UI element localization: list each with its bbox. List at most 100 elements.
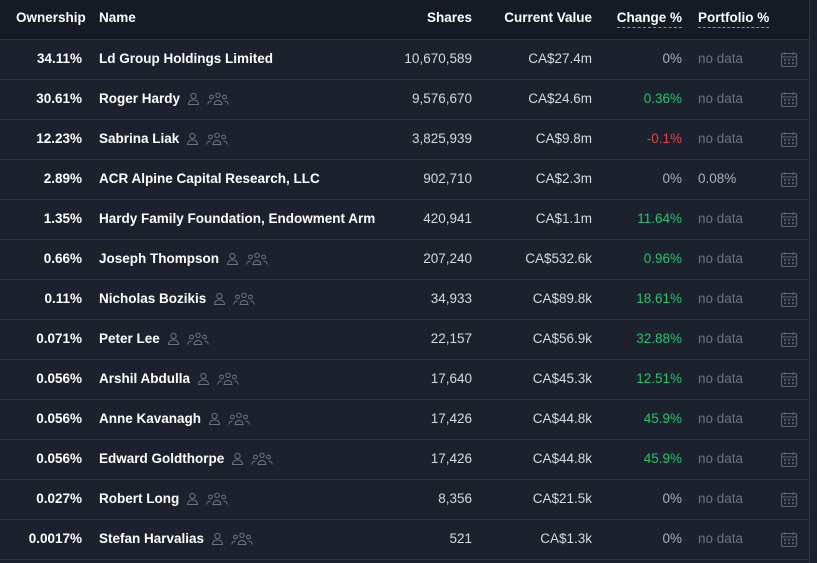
holder-name[interactable]: Arshil Abdulla	[99, 371, 239, 386]
portfolio-pct-value: no data	[698, 211, 744, 226]
calendar-icon[interactable]	[781, 92, 797, 107]
people-group-icon[interactable]	[207, 92, 229, 105]
calendar-icon[interactable]	[781, 292, 797, 307]
people-group-icon[interactable]	[251, 452, 273, 465]
ownership-value: 2.89%	[43, 171, 82, 186]
person-icon[interactable]	[226, 252, 239, 265]
holder-name-text[interactable]: Nicholas Bozikis	[99, 291, 207, 306]
ownership-value: 0.027%	[36, 491, 82, 506]
ownership-value: 30.61%	[36, 91, 82, 106]
people-group-icon[interactable]	[228, 412, 250, 425]
calendar-icon[interactable]	[781, 532, 797, 547]
holder-name[interactable]: Hardy Family Foundation, Endowment Arm	[99, 211, 375, 226]
holder-name-text[interactable]: Edward Goldthorpe	[99, 451, 225, 466]
person-icon[interactable]	[187, 92, 200, 105]
holder-name[interactable]: Anne Kavanagh	[99, 411, 250, 426]
header-portfolio-pct[interactable]: Portfolio %	[698, 10, 770, 28]
holder-name-text[interactable]: Roger Hardy	[99, 91, 181, 106]
holder-name[interactable]: Roger Hardy	[99, 91, 229, 106]
portfolio-pct-value: no data	[698, 131, 744, 146]
table-row[interactable]: 0.027% Robert Long 8,356 CA$21.5k 0% no data	[0, 480, 809, 520]
person-icon[interactable]	[213, 292, 226, 305]
portfolio-pct-value: no data	[698, 291, 744, 306]
holder-name[interactable]: Sabrina Liak	[99, 131, 228, 146]
holder-name-text[interactable]: Stefan Harvalias	[99, 531, 205, 546]
calendar-icon[interactable]	[781, 52, 797, 67]
table-row[interactable]: 30.61% Roger Hardy 9,576,670 CA$24.6m 0.36% n…	[0, 80, 809, 120]
table-row[interactable]: 2.89% ACR Alpine Capital Research, LLC 902…	[0, 160, 809, 200]
people-group-icon[interactable]	[217, 372, 239, 385]
table-row[interactable]: 0.0017% Stefan Harvalias 521 CA$1.3k 0% no da…	[0, 520, 809, 560]
person-icon[interactable]	[211, 532, 224, 545]
calendar-icon[interactable]	[781, 252, 797, 267]
holder-name-text[interactable]: Robert Long	[99, 491, 180, 506]
calendar-icon[interactable]	[781, 132, 797, 147]
people-group-icon[interactable]	[206, 492, 228, 505]
holder-name[interactable]: Robert Long	[99, 491, 228, 506]
calendar-icon[interactable]	[781, 452, 797, 467]
holder-name-text[interactable]: Arshil Abdulla	[99, 371, 191, 386]
person-icon[interactable]	[231, 452, 244, 465]
holder-name[interactable]: ACR Alpine Capital Research, LLC	[99, 171, 320, 186]
header-shares[interactable]: Shares	[426, 10, 472, 25]
shares-value: 17,426	[430, 411, 472, 426]
holder-name[interactable]: Peter Lee	[99, 331, 209, 346]
current-value: CA$27.4m	[528, 51, 592, 66]
calendar-icon[interactable]	[781, 492, 797, 507]
people-group-icon[interactable]	[233, 292, 255, 305]
change-pct-value: 45.9%	[643, 451, 682, 466]
holder-name[interactable]: Nicholas Bozikis	[99, 291, 255, 306]
ownership-value: 1.35%	[43, 211, 82, 226]
current-value: CA$21.5k	[532, 491, 592, 506]
current-value: CA$532.6k	[525, 251, 592, 266]
table-row[interactable]: 0.056% Anne Kavanagh 17,426 CA$44.8k 45.9% no…	[0, 400, 809, 440]
people-group-icon[interactable]	[246, 252, 268, 265]
person-icon[interactable]	[186, 492, 199, 505]
holder-name[interactable]: Ld Group Holdings Limited	[99, 51, 273, 66]
person-icon[interactable]	[197, 372, 210, 385]
table-row[interactable]: 0.66% Joseph Thompson 207,240 CA$532.6k 0.96…	[0, 240, 809, 280]
holder-name-text[interactable]: Joseph Thompson	[99, 251, 220, 266]
person-icon[interactable]	[167, 332, 180, 345]
current-value: CA$56.9k	[532, 331, 592, 346]
person-icon[interactable]	[208, 412, 221, 425]
header-ownership[interactable]: Ownership	[16, 10, 86, 25]
calendar-icon[interactable]	[781, 212, 797, 227]
holder-name-text[interactable]: Sabrina Liak	[99, 131, 180, 146]
people-group-icon[interactable]	[187, 332, 209, 345]
header-name[interactable]: Name	[99, 10, 136, 25]
portfolio-pct-value: 0.08%	[698, 171, 737, 186]
calendar-icon[interactable]	[781, 412, 797, 427]
current-value: CA$89.8k	[532, 291, 592, 306]
table-row[interactable]: 34.11% Ld Group Holdings Limited 10,670,58…	[0, 40, 809, 80]
calendar-icon[interactable]	[781, 172, 797, 187]
portfolio-pct-value: no data	[698, 251, 744, 266]
holder-name-text[interactable]: Peter Lee	[99, 331, 160, 346]
portfolio-pct-value: no data	[698, 411, 744, 426]
table-row[interactable]: 0.056% Arshil Abdulla 17,640 CA$45.3k 12.51%…	[0, 360, 809, 400]
header-current-value[interactable]: Current Value	[504, 10, 592, 25]
current-value: CA$24.6m	[528, 91, 592, 106]
holder-name-text[interactable]: Hardy Family Foundation, Endowment Arm	[99, 211, 376, 226]
holder-name[interactable]: Stefan Harvalias	[99, 531, 253, 546]
person-icon[interactable]	[186, 132, 199, 145]
people-group-icon[interactable]	[231, 532, 253, 545]
table-row[interactable]: 0.071% Peter Lee 22,157 CA$56.9k 32.88% no da…	[0, 320, 809, 360]
change-pct-value: 11.64%	[637, 211, 682, 226]
shares-value: 17,426	[430, 451, 472, 466]
holder-name[interactable]: Edward Goldthorpe	[99, 451, 273, 466]
current-value: CA$45.3k	[532, 371, 592, 386]
calendar-icon[interactable]	[781, 372, 797, 387]
table-row[interactable]: 0.11% Nicholas Bozikis 34,933 CA$89.8k 18.61…	[0, 280, 809, 320]
holder-name[interactable]: Joseph Thompson	[99, 251, 268, 266]
calendar-icon[interactable]	[781, 332, 797, 347]
table-row[interactable]: 0.056% Edward Goldthorpe 17,426 CA$44.8k 45.…	[0, 440, 809, 480]
people-group-icon[interactable]	[206, 132, 228, 145]
holder-name-text[interactable]: Ld Group Holdings Limited	[99, 51, 273, 66]
ownership-value: 0.056%	[36, 451, 82, 466]
holder-name-text[interactable]: ACR Alpine Capital Research, LLC	[99, 171, 320, 186]
header-change-pct[interactable]: Change %	[616, 10, 682, 28]
table-row[interactable]: 12.23% Sabrina Liak 3,825,939 CA$9.8m -0.1% n…	[0, 120, 809, 160]
table-row[interactable]: 1.35% Hardy Family Foundation, Endowment …	[0, 200, 809, 240]
holder-name-text[interactable]: Anne Kavanagh	[99, 411, 202, 426]
